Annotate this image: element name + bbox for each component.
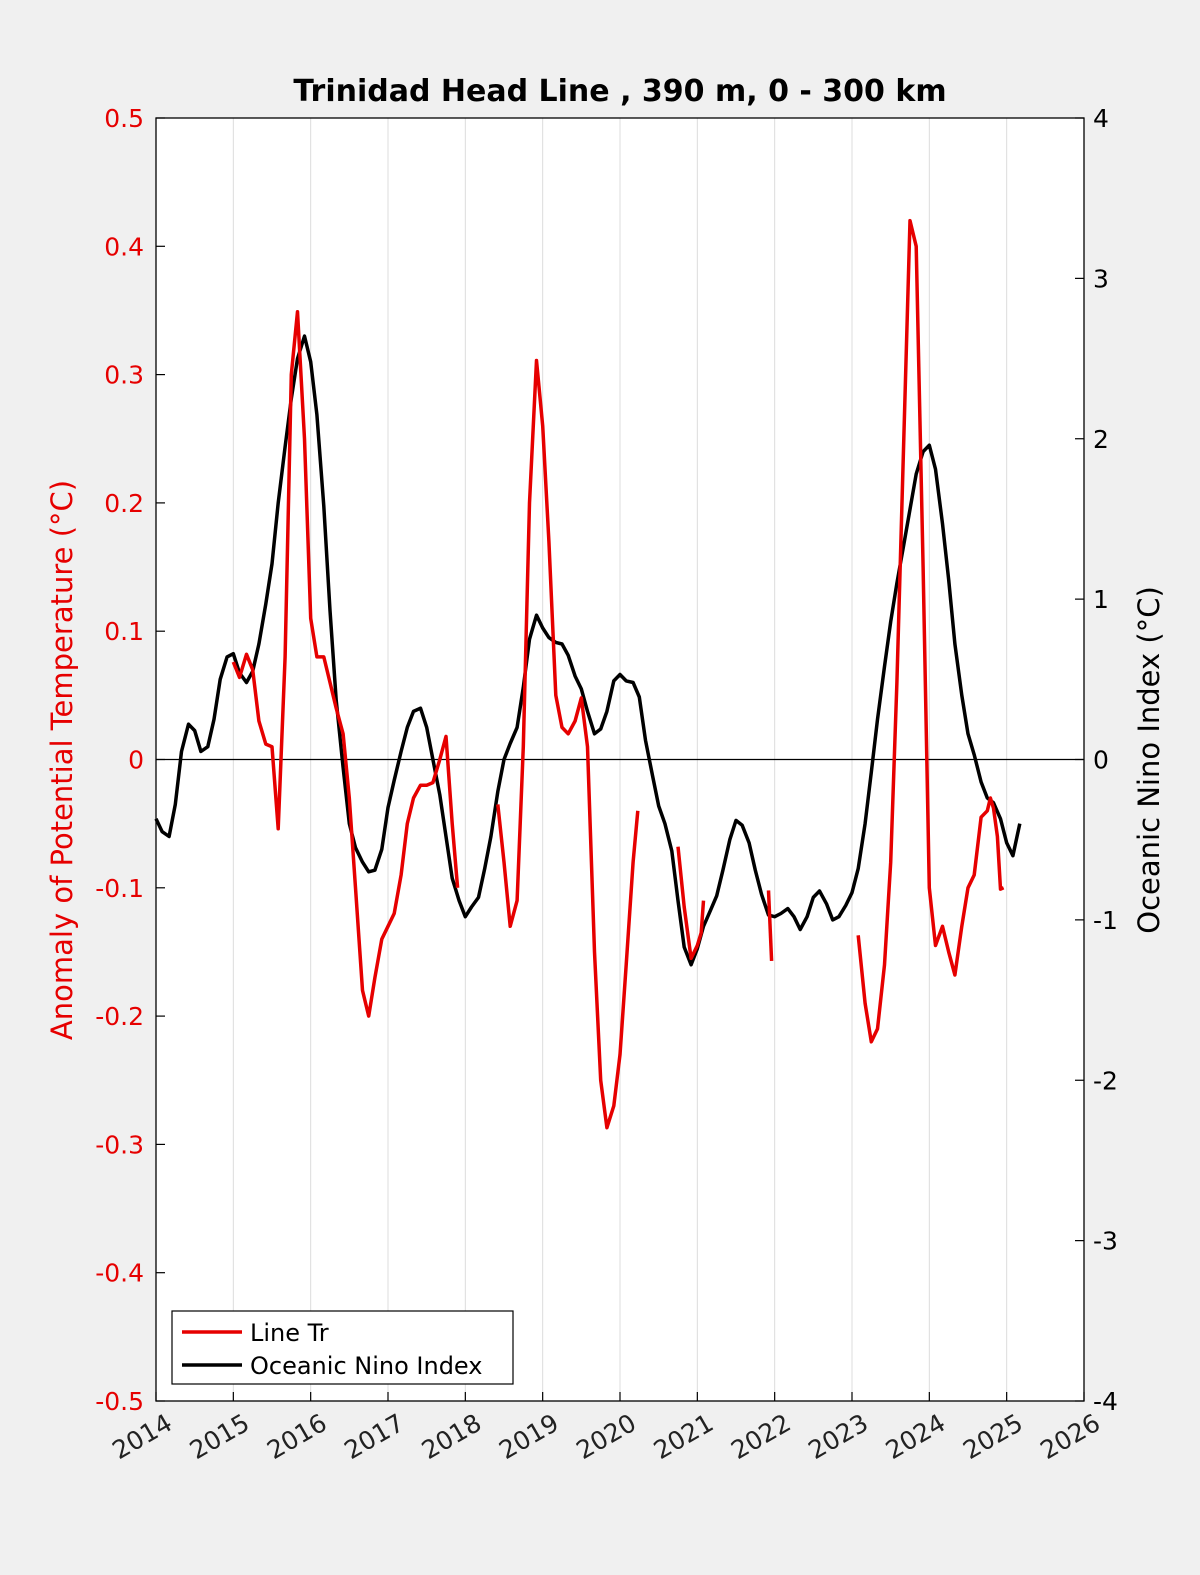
y-right-tick-label: 0 — [1093, 746, 1109, 775]
y-axis-right-label: Oceanic Nino Index (°C) — [1132, 586, 1166, 934]
x-tick-label: 2023 — [803, 1408, 873, 1465]
y-left-tick-label: -0.3 — [95, 1130, 144, 1159]
y-left-tick-label: 0 — [128, 746, 144, 775]
x-tick-label: 2014 — [107, 1408, 177, 1465]
y-left-tick-label: -0.1 — [95, 874, 144, 903]
y-left-tick-label: 0.3 — [104, 361, 144, 390]
chart-title: Trinidad Head Line , 390 m, 0 - 300 km — [293, 74, 946, 109]
y-left-tick-label: 0.4 — [104, 232, 144, 261]
x-tick-label: 2019 — [494, 1408, 564, 1465]
legend-box — [171, 1310, 514, 1385]
line-tr-series-segment — [496, 358, 640, 1130]
legend-label-line-tr: Line Tr — [250, 1319, 329, 1347]
y-right-tick-label: 3 — [1093, 264, 1109, 293]
y-right-tick-label: 1 — [1093, 585, 1109, 614]
y-right-tick-label: 2 — [1093, 425, 1109, 454]
y-left-tick-label: -0.2 — [95, 1002, 144, 1031]
y-right-tick-label: 4 — [1093, 104, 1109, 133]
x-tick-label: 2020 — [571, 1408, 641, 1465]
y-left-tick-label: -0.4 — [95, 1259, 144, 1288]
x-tick-label: 2016 — [262, 1408, 332, 1465]
x-tick-label: 2026 — [1035, 1408, 1105, 1465]
x-tick-label: 2015 — [185, 1408, 255, 1465]
x-tick-label: 2025 — [958, 1408, 1028, 1465]
x-tick-label: 2018 — [417, 1408, 487, 1465]
y-right-tick-label: -2 — [1093, 1066, 1118, 1095]
line-tr-series-segment — [676, 846, 706, 961]
x-tick-label: 2017 — [339, 1408, 409, 1465]
x-tick-label: 2024 — [881, 1408, 951, 1465]
x-axis: 2014 2015 2016 2017 2018 2019 2020 2021 2022 2023… — [107, 1392, 1105, 1465]
legend: Line Tr Oceanic Nino Index — [171, 1310, 514, 1385]
y-axis-left-label: Anomaly of Potential Temperature (°C) — [45, 480, 79, 1040]
y-axis-left: 0.5 0.4 0.3 0.2 0.1 0 -0.1 -0.2 -0.3 -0.4 -0.5 — [95, 104, 165, 1416]
series-layer — [154, 218, 1022, 1130]
line-tr-series-segment — [231, 309, 460, 1018]
y-left-tick-label: -0.5 — [95, 1387, 144, 1416]
y-right-tick-label: -3 — [1093, 1227, 1118, 1256]
y-right-tick-label: -4 — [1093, 1387, 1118, 1416]
x-tick-label: 2021 — [649, 1408, 719, 1465]
y-axis-right: 4 3 2 1 0 -1 -2 -3 -4 — [1075, 104, 1118, 1416]
x-tick-label: 2022 — [726, 1408, 796, 1465]
legend-label-oni: Oceanic Nino Index — [250, 1352, 482, 1380]
y-left-tick-label: 0.5 — [104, 104, 144, 133]
y-left-tick-label: 0.1 — [104, 617, 144, 646]
y-left-tick-label: 0.2 — [104, 489, 144, 518]
line-tr-series-segment — [766, 890, 774, 961]
y-right-tick-label: -1 — [1093, 906, 1118, 935]
line-tr-series-segment — [856, 218, 1005, 1044]
